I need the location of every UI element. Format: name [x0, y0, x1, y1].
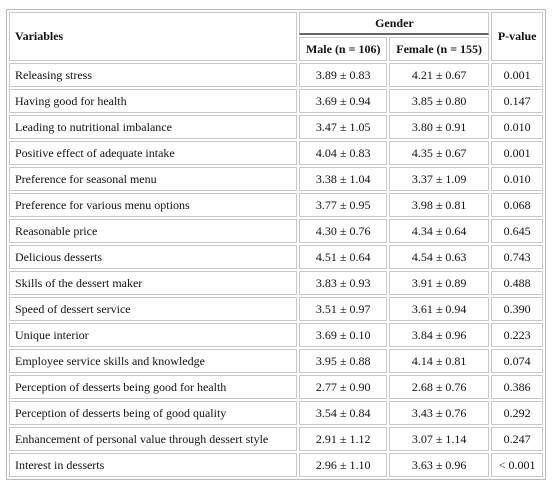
table-cell: 0.247 — [491, 427, 543, 451]
table-cell: Preference for various menu options — [9, 193, 298, 217]
header-row: Variables Gender P-value — [9, 12, 543, 61]
table-cell: 2.68 ± 0.76 — [388, 375, 490, 399]
table-cell: 4.14 ± 0.81 — [388, 349, 490, 373]
table-cell: 2.91 ± 1.12 — [299, 427, 387, 451]
table-cell: Speed of dessert service — [9, 297, 298, 321]
table-cell: 3.37 ± 1.09 — [388, 167, 490, 191]
table-cell: 4.04 ± 0.83 — [299, 141, 387, 165]
table-cell: 0.147 — [491, 89, 543, 113]
table-body: Releasing stress 3.89 ± 0.83 4.21 ± 0.67 0.… — [9, 63, 543, 477]
table-cell: Having good for health — [9, 89, 298, 113]
table-cell: 0.743 — [491, 245, 543, 269]
table-cell: 0.010 — [491, 167, 543, 191]
table-cell: 0.001 — [491, 141, 543, 165]
table-cell: 3.80 ± 0.91 — [388, 115, 490, 139]
table-cell: 3.69 ± 0.10 — [299, 323, 387, 347]
table-row: Positive effect of adequate intake 4.04 ±… — [9, 141, 543, 165]
table-cell: 0.001 — [491, 63, 543, 87]
header-row: Male (n = 106) Female (n = 155) — [9, 37, 543, 61]
table-cell: 3.51 ± 0.97 — [299, 297, 387, 321]
table-cell: 0.074 — [491, 349, 543, 373]
table-cell: 3.84 ± 0.96 — [388, 323, 490, 347]
table-row: Preference for various menu options 3.77 … — [9, 193, 543, 217]
table-row: Delicious desserts 4.51 ± 0.64 4.54 ± 0.63… — [9, 245, 543, 269]
table-cell: 2.77 ± 0.90 — [299, 375, 387, 399]
table-cell: Perception of desserts being good for he… — [9, 375, 298, 399]
table-cell: Interest in desserts — [9, 453, 298, 477]
table-cell: 3.38 ± 1.04 — [299, 167, 387, 191]
table-cell: 4.21 ± 0.67 — [388, 63, 490, 87]
table-cell: 0.223 — [491, 323, 543, 347]
table-row: Employee service skills and knowledge 3.9… — [9, 349, 543, 373]
table-cell: 3.95 ± 0.88 — [299, 349, 387, 373]
table-cell: 3.98 ± 0.81 — [388, 193, 490, 217]
table-cell: 3.54 ± 0.84 — [299, 401, 387, 425]
table-cell: 3.47 ± 1.05 — [299, 115, 387, 139]
table-cell: 0.488 — [491, 271, 543, 295]
table-cell: 3.85 ± 0.80 — [388, 89, 490, 113]
header-cell: Gender — [299, 12, 490, 35]
table-cell: 0.386 — [491, 375, 543, 399]
header-cell: Female (n = 155) — [388, 37, 490, 61]
table-cell: Perception of desserts being of good qua… — [9, 401, 298, 425]
table-cell: 3.63 ± 0.96 — [388, 453, 490, 477]
table-cell: Positive effect of adequate intake — [9, 141, 298, 165]
header-cell: P-value — [491, 12, 543, 61]
header-cell: Male (n = 106) — [299, 37, 387, 61]
table-row: Unique interior 3.69 ± 0.10 3.84 ± 0.96 0.2… — [9, 323, 543, 347]
table-cell: 3.07 ± 1.14 — [388, 427, 490, 451]
table-cell: 3.91 ± 0.89 — [388, 271, 490, 295]
table-row: Enhancement of personal value through de… — [9, 427, 543, 451]
table-cell: Enhancement of personal value through de… — [9, 427, 298, 451]
table-cell: 3.77 ± 0.95 — [299, 193, 387, 217]
header-cell: Variables — [9, 12, 298, 61]
table-cell: 4.34 ± 0.64 — [388, 219, 490, 243]
table-cell: 4.54 ± 0.63 — [388, 245, 490, 269]
table-cell: Unique interior — [9, 323, 298, 347]
table-row: Reasonable price 4.30 ± 0.76 4.34 ± 0.64 0.… — [9, 219, 543, 243]
table-cell: 3.89 ± 0.83 — [299, 63, 387, 87]
table-head: Variables Gender P-value Male (n = 106) … — [9, 12, 543, 61]
table-row: Interest in desserts 2.96 ± 1.10 3.63 ± 0.… — [9, 453, 543, 477]
table-cell: 4.51 ± 0.64 — [299, 245, 387, 269]
table-cell: Reasonable price — [9, 219, 298, 243]
table-cell: Skills of the dessert maker — [9, 271, 298, 295]
table-cell: 4.35 ± 0.67 — [388, 141, 490, 165]
table-row: Speed of dessert service 3.51 ± 0.97 3.61 … — [9, 297, 543, 321]
table-cell: Delicious desserts — [9, 245, 298, 269]
table-cell: 3.43 ± 0.76 — [388, 401, 490, 425]
table-row: Preference for seasonal menu 3.38 ± 1.04 3… — [9, 167, 543, 191]
table-cell: Leading to nutritional imbalance — [9, 115, 298, 139]
table-cell: 3.83 ± 0.93 — [299, 271, 387, 295]
table-row: Perception of desserts being good for he… — [9, 375, 543, 399]
table-row: Leading to nutritional imbalance 3.47 ± 1… — [9, 115, 543, 139]
table-cell: 3.61 ± 0.94 — [388, 297, 490, 321]
table-cell: 3.69 ± 0.94 — [299, 89, 387, 113]
table-cell: 4.30 ± 0.76 — [299, 219, 387, 243]
data-table: Variables Gender P-value Male (n = 106) … — [6, 9, 546, 480]
table-cell: Preference for seasonal menu — [9, 167, 298, 191]
table-cell: Employee service skills and knowledge — [9, 349, 298, 373]
table-cell: Releasing stress — [9, 63, 298, 87]
table-cell: 0.390 — [491, 297, 543, 321]
table-row: Perception of desserts being of good qua… — [9, 401, 543, 425]
table-row: Skills of the dessert maker 3.83 ± 0.93 3.… — [9, 271, 543, 295]
table-cell: 0.010 — [491, 115, 543, 139]
table-cell: 0.292 — [491, 401, 543, 425]
table-cell: < 0.001 — [491, 453, 543, 477]
table-row: Releasing stress 3.89 ± 0.83 4.21 ± 0.67 0.… — [9, 63, 543, 87]
table-cell: 0.645 — [491, 219, 543, 243]
table-cell: 0.068 — [491, 193, 543, 217]
table-cell: 2.96 ± 1.10 — [299, 453, 387, 477]
table-row: Having good for health 3.69 ± 0.94 3.85 ± … — [9, 89, 543, 113]
